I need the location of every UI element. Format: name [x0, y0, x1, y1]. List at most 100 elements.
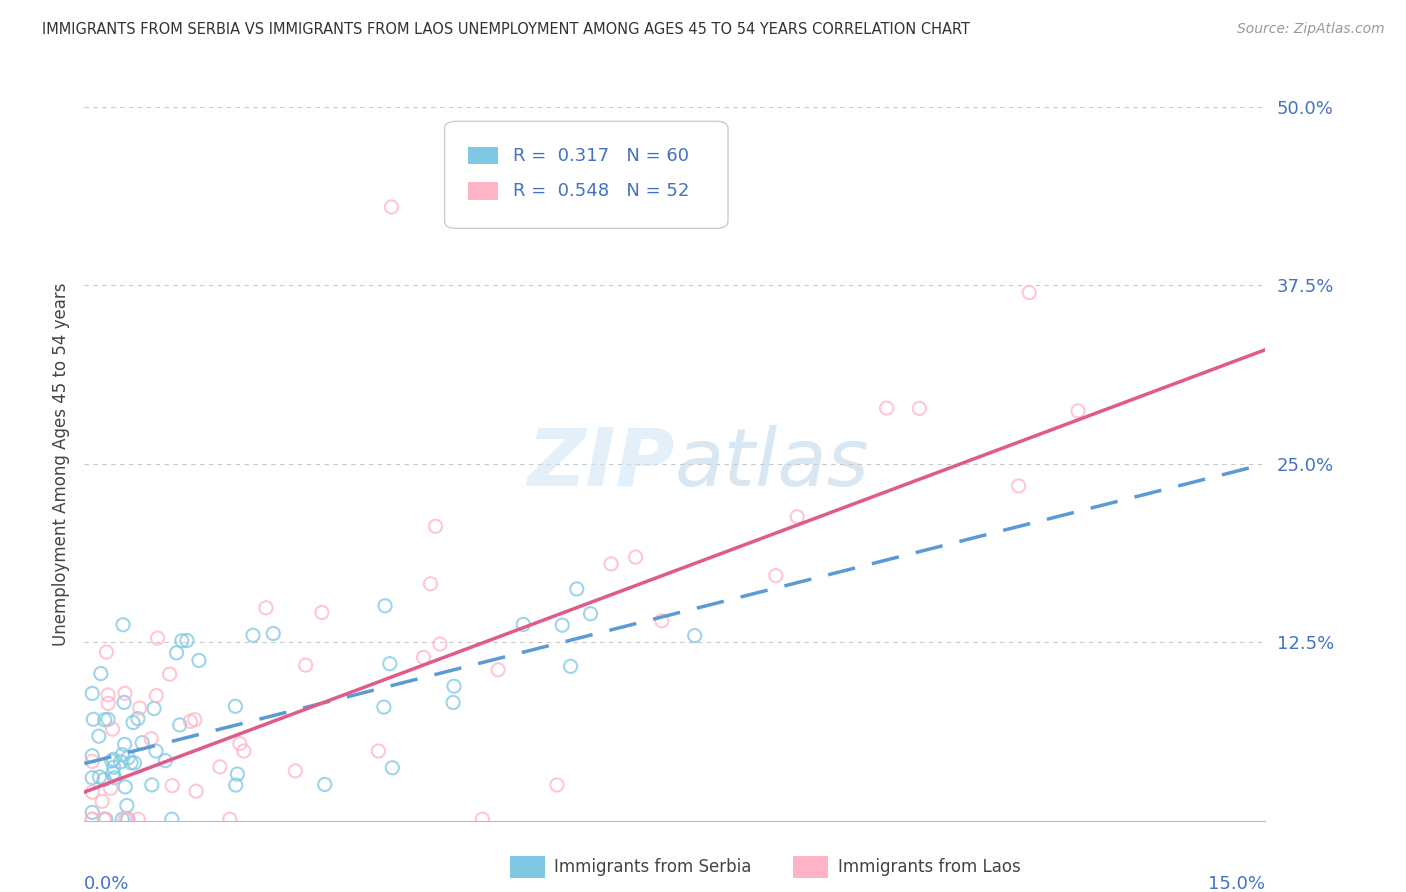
FancyBboxPatch shape — [793, 856, 828, 878]
Point — [208, 760, 231, 774]
Point — [114, 738, 136, 752]
Point — [565, 582, 588, 596]
Point — [112, 695, 135, 709]
Point — [166, 646, 188, 660]
Point — [160, 812, 183, 826]
Point — [314, 777, 336, 791]
Point — [1008, 479, 1031, 493]
Point — [127, 812, 149, 826]
Point — [188, 653, 211, 667]
Point — [101, 722, 124, 736]
Point — [111, 747, 134, 762]
Point — [117, 751, 139, 765]
Point — [115, 798, 138, 813]
Point — [82, 755, 104, 769]
FancyBboxPatch shape — [468, 182, 498, 200]
Point — [131, 736, 153, 750]
Point — [145, 689, 167, 703]
Text: IMMIGRANTS FROM SERBIA VS IMMIGRANTS FROM LAOS UNEMPLOYMENT AMONG AGES 45 TO 54 : IMMIGRANTS FROM SERBIA VS IMMIGRANTS FRO… — [42, 22, 970, 37]
Point — [429, 637, 451, 651]
Point — [101, 754, 124, 768]
Point — [122, 715, 145, 730]
Point — [141, 778, 163, 792]
Text: R =  0.317   N = 60: R = 0.317 N = 60 — [513, 146, 689, 164]
Point — [90, 666, 112, 681]
FancyBboxPatch shape — [468, 146, 498, 164]
Point — [82, 771, 104, 785]
Point — [876, 401, 898, 416]
Point — [82, 805, 104, 820]
Text: atlas: atlas — [675, 425, 870, 503]
Point — [82, 712, 104, 726]
Text: Source: ZipAtlas.com: Source: ZipAtlas.com — [1237, 22, 1385, 37]
Point — [786, 509, 808, 524]
Text: 0.0%: 0.0% — [84, 875, 129, 892]
Point — [93, 713, 115, 727]
Point — [908, 401, 931, 416]
Point — [111, 812, 134, 826]
Point — [159, 667, 181, 681]
Point — [146, 631, 169, 645]
Point — [124, 756, 146, 770]
Point — [96, 645, 118, 659]
Point — [512, 617, 534, 632]
Point — [311, 606, 333, 620]
Point — [224, 699, 246, 714]
Point — [242, 628, 264, 642]
Point — [114, 780, 136, 794]
Point — [115, 812, 138, 826]
Point — [378, 657, 401, 671]
Point — [97, 712, 120, 726]
Point — [114, 812, 136, 826]
Point — [179, 714, 201, 729]
Point — [546, 778, 568, 792]
Point — [254, 600, 277, 615]
Point — [229, 737, 252, 751]
Point — [103, 760, 125, 774]
Point — [101, 766, 124, 780]
Point — [169, 718, 191, 732]
Point — [120, 756, 142, 770]
Point — [380, 200, 402, 214]
Point — [114, 686, 136, 700]
Point — [419, 577, 441, 591]
Point — [226, 767, 249, 781]
Point — [551, 618, 574, 632]
Point — [443, 679, 465, 693]
Text: Immigrants from Laos: Immigrants from Laos — [838, 858, 1021, 876]
Point — [184, 713, 207, 727]
Point — [374, 599, 396, 613]
Point — [141, 731, 163, 746]
Point — [560, 659, 582, 673]
Text: 15.0%: 15.0% — [1208, 875, 1265, 892]
Y-axis label: Unemployment Among Ages 45 to 54 years: Unemployment Among Ages 45 to 54 years — [52, 282, 70, 646]
Point — [425, 519, 447, 533]
Point — [94, 812, 117, 826]
Text: Immigrants from Serbia: Immigrants from Serbia — [554, 858, 752, 876]
Point — [683, 629, 706, 643]
Point — [412, 650, 434, 665]
Point — [143, 701, 166, 715]
FancyBboxPatch shape — [509, 856, 546, 878]
Point — [112, 617, 135, 632]
Point — [651, 614, 673, 628]
Point — [225, 778, 247, 792]
Point — [294, 658, 316, 673]
Point — [441, 696, 464, 710]
Point — [93, 772, 115, 787]
Point — [381, 761, 404, 775]
Point — [155, 754, 177, 768]
Point — [486, 663, 509, 677]
Point — [82, 812, 104, 826]
Point — [91, 794, 114, 808]
Point — [103, 771, 125, 785]
Point — [579, 607, 602, 621]
Point — [160, 779, 183, 793]
Point — [145, 744, 167, 758]
Point — [128, 701, 150, 715]
Point — [82, 812, 104, 826]
Point — [170, 633, 193, 648]
Point — [127, 712, 149, 726]
Point — [471, 812, 494, 826]
Point — [89, 770, 111, 784]
